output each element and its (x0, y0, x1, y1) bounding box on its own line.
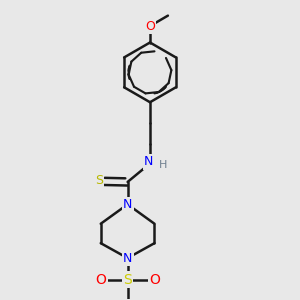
Text: S: S (94, 174, 103, 187)
Text: O: O (145, 20, 155, 33)
Text: S: S (123, 273, 132, 286)
Text: N: N (123, 252, 132, 265)
Text: N: N (144, 155, 153, 168)
Text: O: O (149, 273, 160, 286)
Text: O: O (95, 273, 106, 286)
Text: H: H (159, 160, 168, 170)
Text: N: N (123, 198, 132, 211)
